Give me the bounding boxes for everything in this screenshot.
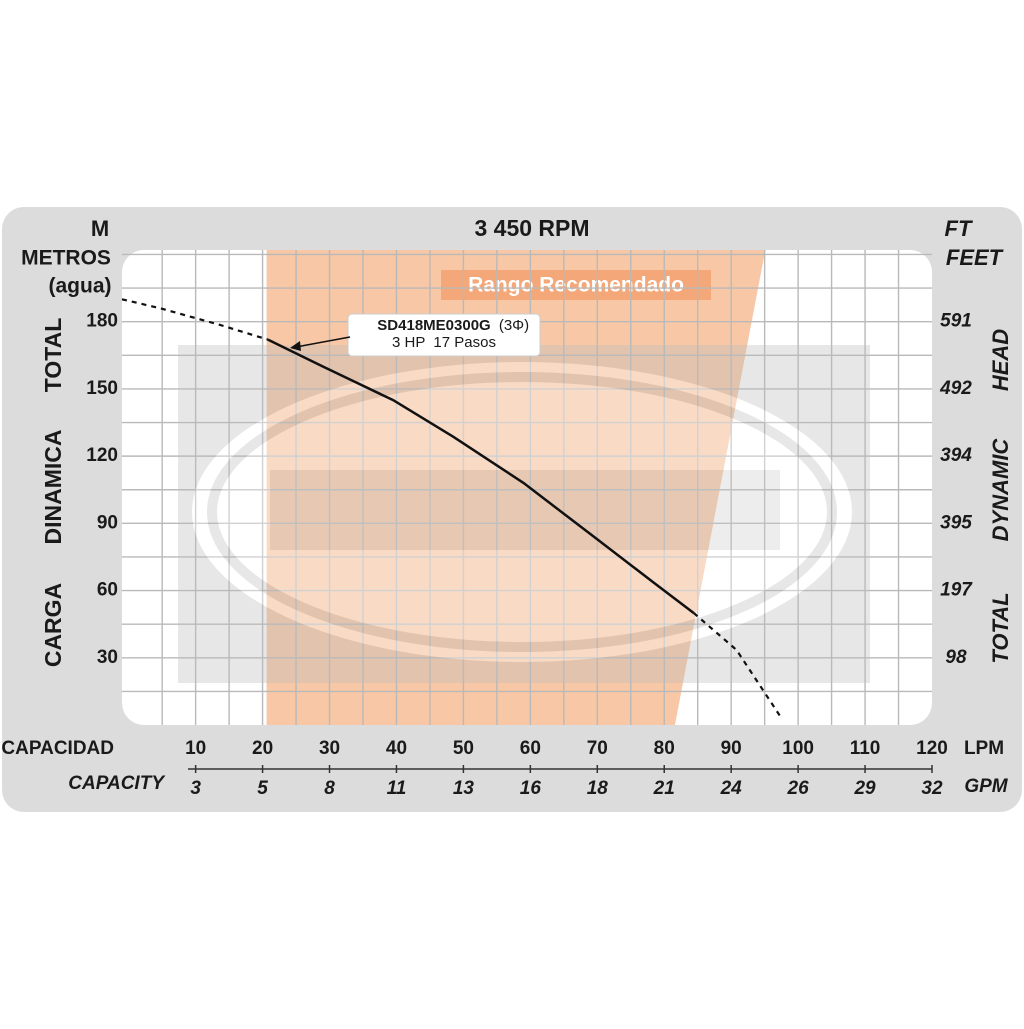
- x-tick-label: 10: [185, 738, 206, 759]
- x2-tick-label: 18: [587, 778, 609, 799]
- y2-title-word: TOTAL: [988, 592, 1013, 663]
- x2-unit: GPM: [964, 776, 1008, 797]
- x2-tick-label: 3: [190, 778, 201, 799]
- x-tick-label: 30: [319, 738, 340, 759]
- range-layer: Rango Recomendado: [266, 250, 766, 725]
- x-unit: LPM: [964, 738, 1004, 759]
- y-tick-label: 120: [86, 445, 118, 466]
- pump-curve: [121, 298, 269, 341]
- watermark-ring: [207, 372, 837, 652]
- x-tick-label: 70: [587, 738, 608, 759]
- x-tick-label: 110: [850, 738, 881, 759]
- curve-layer: [121, 298, 783, 719]
- y-title-word: CARGA: [40, 583, 66, 667]
- grid-layer: [122, 250, 932, 725]
- x2-tick-label: 29: [853, 778, 876, 799]
- y-title-word: TOTAL: [40, 318, 66, 393]
- right-unit: FT: [945, 216, 973, 241]
- x2-tick-label: 32: [921, 778, 943, 799]
- annotation-arrow: [295, 336, 351, 348]
- y2-tick-label: 492: [939, 378, 972, 399]
- x2-tick-label: 21: [653, 778, 675, 799]
- y-tick-label: 150: [86, 378, 118, 399]
- watermark-word: [270, 470, 780, 550]
- range-label: Rango Recomendado: [468, 274, 684, 297]
- x-tick-label: 100: [782, 738, 814, 759]
- watermark: [178, 345, 870, 683]
- watermark-ellipse: [192, 362, 852, 662]
- x2-title: CAPACITY: [68, 773, 166, 794]
- pump-curve: [692, 612, 783, 719]
- left-label: METROS: [21, 247, 111, 270]
- arrow-head: [290, 341, 301, 351]
- left-label: (agua): [49, 275, 112, 298]
- annotation-box: [347, 313, 541, 357]
- y-tick-label: 90: [97, 512, 118, 533]
- annotation-model: SD418ME0300G: [377, 317, 490, 334]
- annotation-phase: (3Φ): [499, 317, 529, 334]
- y-tick-label: 30: [97, 647, 118, 668]
- y-tick-label: 180: [86, 311, 118, 332]
- pump-curve: [267, 338, 695, 614]
- y-tick-label: 60: [97, 580, 118, 601]
- y2-tick-label: 98: [945, 647, 967, 668]
- y2-title-word: HEAD: [988, 329, 1013, 391]
- x-tick-label: 120: [916, 738, 948, 759]
- x2-tick-label: 5: [257, 778, 268, 799]
- chart-title: 3 450 RPM: [474, 215, 589, 241]
- range-label-box: [441, 270, 711, 300]
- x2-tick-label: 13: [453, 778, 475, 799]
- x-tick-label: 40: [386, 738, 407, 759]
- y2-tick-label: 197: [940, 580, 973, 601]
- right-label: FEET: [946, 245, 1004, 270]
- x-tick-label: 60: [520, 738, 541, 759]
- y2-tick-label: 591: [940, 311, 972, 332]
- annotation-detail: 3 HP 17 Pasos: [392, 334, 496, 351]
- x-tick-label: 80: [654, 738, 675, 759]
- y-title-word: DINAMICA: [40, 430, 66, 545]
- x2-tick-label: 24: [720, 778, 743, 799]
- x2-tick-label: 8: [324, 778, 335, 799]
- left-unit: M: [91, 216, 109, 241]
- x-tick-label: 50: [453, 738, 474, 759]
- y2-tick-label: 394: [940, 445, 972, 466]
- x-tick-label: 20: [252, 738, 273, 759]
- x2-tick-label: 26: [787, 778, 810, 799]
- y2-tick-label: 395: [940, 512, 972, 533]
- y2-title-word: DYNAMIC: [988, 438, 1013, 542]
- watermark-back: [178, 345, 870, 683]
- x2-tick-label: 16: [520, 778, 542, 799]
- x-title: CAPACIDAD: [1, 738, 114, 759]
- x2-tick-label: 11: [387, 778, 407, 799]
- x-tick-label: 90: [721, 738, 742, 759]
- recommended-range: [266, 250, 766, 725]
